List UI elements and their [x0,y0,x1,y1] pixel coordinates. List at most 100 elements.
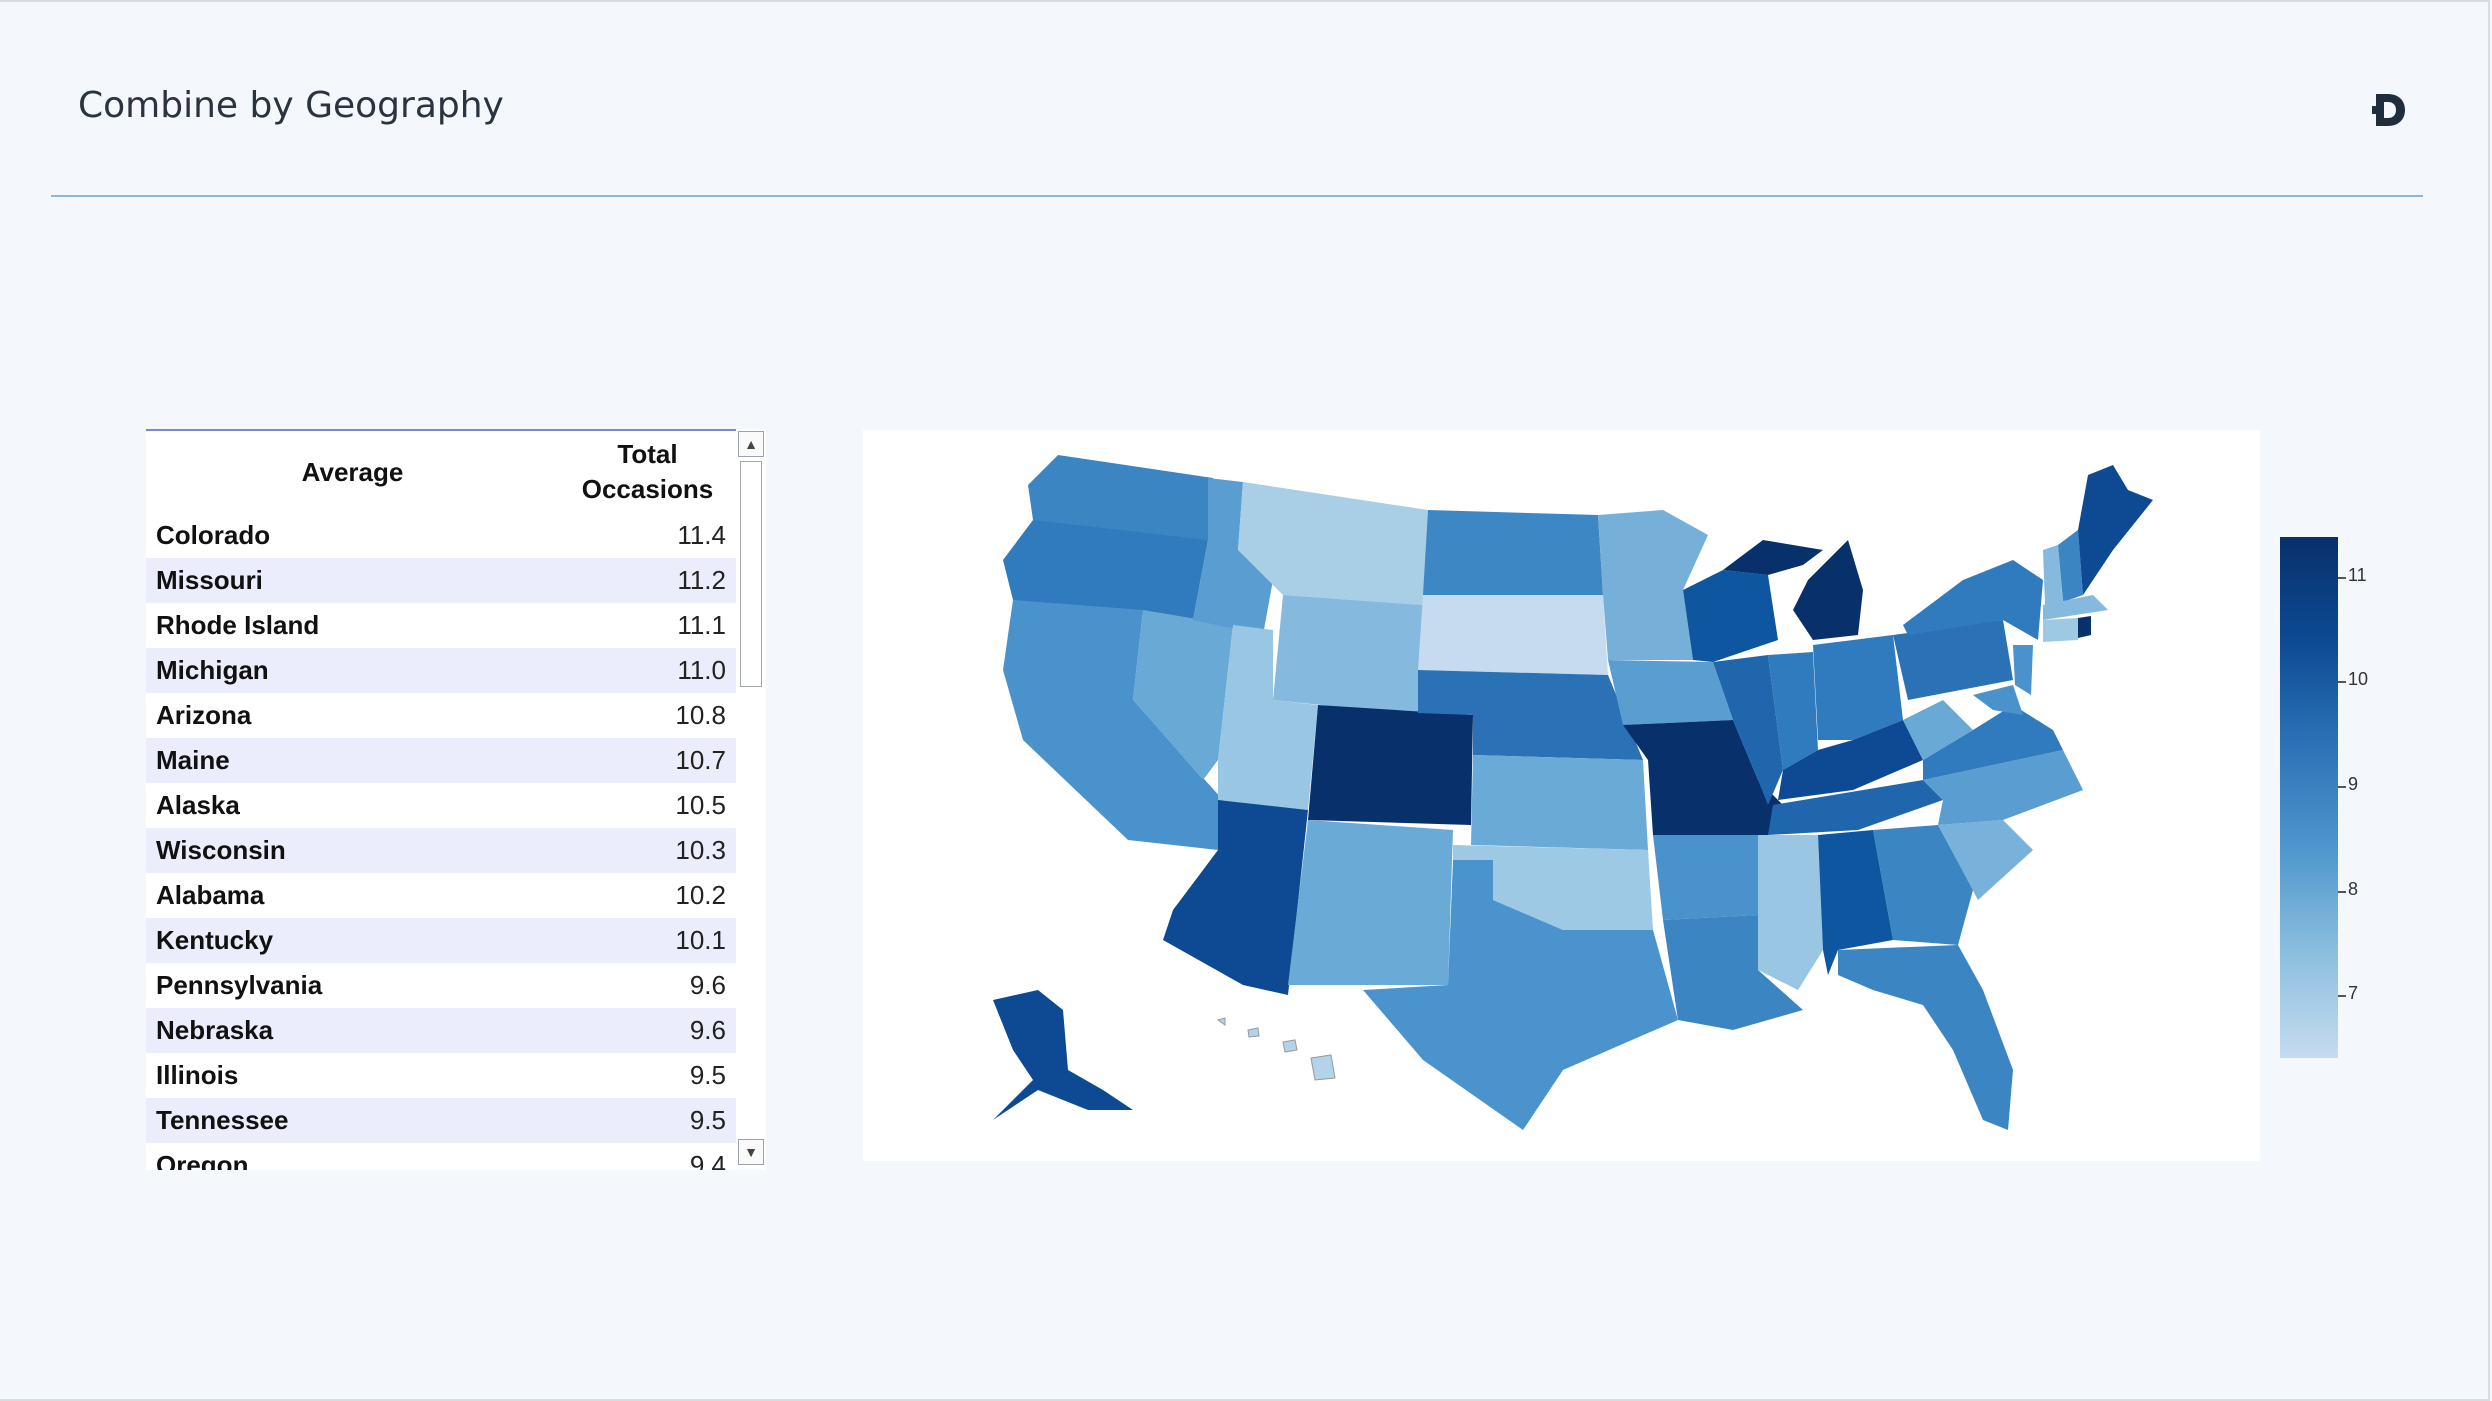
state-california[interactable] [1003,600,1223,850]
state-hawaii[interactable] [1216,1017,1336,1081]
table-header: Average Total Occasions [146,429,736,515]
state-new-hampshire[interactable] [2058,530,2083,602]
state-south-dakota[interactable] [1418,595,1608,675]
state-name-cell: Kentucky [156,925,274,955]
state-michigan[interactable] [1793,540,1863,640]
state-arkansas[interactable] [1653,835,1768,920]
state-west-virginia[interactable] [1903,700,1973,760]
value-cell: 11.0 [677,655,726,685]
colorbar-label: 9 [2348,774,2359,794]
app-logo-icon [2372,94,2405,126]
column-header-total-occasions[interactable]: Total Occasions [559,431,736,513]
state-minnesota[interactable] [1598,510,1708,660]
state-vermont[interactable] [2043,545,2063,605]
state-utah[interactable] [1218,625,1318,810]
state-colorado[interactable] [1308,705,1473,825]
state-new-york[interactable] [1903,560,2043,640]
state-texas[interactable] [1363,860,1678,1130]
table-row[interactable]: Colorado 11.4 [146,513,736,558]
state-nebraska[interactable] [1418,670,1643,760]
state-arizona[interactable] [1163,800,1308,995]
table-row[interactable]: Rhode Island 11.1 [146,603,736,648]
state-virginia[interactable] [1923,705,2063,780]
table-scrollbar[interactable]: ▲ ▼ [736,429,766,1170]
state-oregon[interactable] [1003,520,1208,620]
value-cell: 9.6 [689,1015,726,1045]
scroll-up-icon[interactable]: ▲ [738,431,764,457]
table-row[interactable]: Wisconsin 10.3 [146,828,736,873]
state-nevada[interactable] [1133,610,1233,780]
value-cell: 11.4 [677,520,726,550]
state-alabama[interactable] [1818,830,1893,975]
state-iowa[interactable] [1608,660,1733,725]
table-row[interactable]: Alaska 10.5 [146,783,736,828]
state-massachusetts[interactable] [2043,595,2108,620]
colorbar-label: 8 [2348,879,2359,899]
state-louisiana[interactable] [1663,915,1803,1030]
state-kansas[interactable] [1471,755,1648,850]
colorbar-tick [2338,995,2346,997]
state-maryland[interactable] [1973,685,2023,715]
state-north-dakota[interactable] [1423,510,1603,595]
colorbar-tick [2338,681,2346,683]
state-montana[interactable] [1238,482,1428,605]
state-michigan-upper[interactable] [1723,540,1823,575]
table-row[interactable]: Oregon 9.4 [146,1143,736,1170]
state-mississippi[interactable] [1758,835,1823,990]
state-alaska[interactable] [993,990,1133,1120]
table-row[interactable]: Arizona 10.8 [146,693,736,738]
state-georgia[interactable] [1873,825,1973,945]
state-wyoming[interactable] [1273,595,1423,715]
state-north-carolina[interactable] [1923,750,2083,825]
table-row[interactable]: Missouri 11.2 [146,558,736,603]
value-cell: 10.1 [675,925,726,955]
value-cell: 9.6 [689,970,726,1000]
state-new-jersey[interactable] [2013,645,2033,695]
state-kentucky[interactable] [1778,720,1923,800]
state-pennsylvania[interactable] [1893,620,2013,700]
value-cell: 10.5 [675,790,726,820]
state-south-carolina[interactable] [1938,820,2033,900]
state-name-cell: Arizona [156,700,252,730]
table-row[interactable]: Tennessee 9.5 [146,1098,736,1143]
state-name-cell: Nebraska [156,1015,274,1045]
state-indiana[interactable] [1768,652,1818,770]
choropleth-map[interactable] [863,430,2260,1161]
table-row[interactable]: Pennsylvania 9.6 [146,963,736,1008]
table-row[interactable]: Maine 10.7 [146,738,736,783]
state-maine[interactable] [2078,465,2153,595]
column-header-average[interactable]: Average [301,456,404,487]
scroll-down-icon[interactable]: ▼ [738,1139,764,1165]
state-connecticut[interactable] [2043,618,2078,642]
state-oklahoma[interactable] [1453,845,1653,930]
state-new-mexico[interactable] [1288,820,1453,985]
state-missouri[interactable] [1623,720,1783,835]
state-ohio[interactable] [1813,635,1903,740]
column-header-line1: Total [617,439,678,469]
state-rhode-island[interactable] [2078,616,2091,638]
state-name-cell: Pennsylvania [156,970,323,1000]
table-row[interactable]: Alabama 10.2 [146,873,736,918]
state-name-cell: Tennessee [156,1105,289,1135]
state-table[interactable]: Average Total Occasions Colorado 11.4 Miss… [146,429,766,1170]
page-title: Combine by Geography [78,85,504,126]
table-row[interactable]: Kentucky 10.1 [146,918,736,963]
value-cell: 10.8 [675,700,726,730]
value-cell: 9.5 [689,1060,726,1090]
state-wisconsin[interactable] [1683,570,1778,662]
scroll-thumb[interactable] [740,461,762,687]
state-name-cell: Rhode Island [156,610,320,640]
value-cell: 9.4 [689,1150,726,1170]
colorbar-label: 10 [2348,669,2369,689]
state-washington[interactable] [1028,455,1213,540]
state-name-cell: Oregon [156,1150,249,1170]
table-row[interactable]: Michigan 11.0 [146,648,736,693]
table-row[interactable]: Nebraska 9.6 [146,1008,736,1053]
table-row[interactable]: Illinois 9.5 [146,1053,736,1098]
state-florida[interactable] [1838,945,2013,1130]
header-divider [51,195,2423,197]
state-idaho[interactable] [1193,478,1273,635]
state-tennessee[interactable] [1768,780,1943,835]
state-name-cell: Missouri [156,565,263,595]
state-illinois[interactable] [1713,655,1783,805]
